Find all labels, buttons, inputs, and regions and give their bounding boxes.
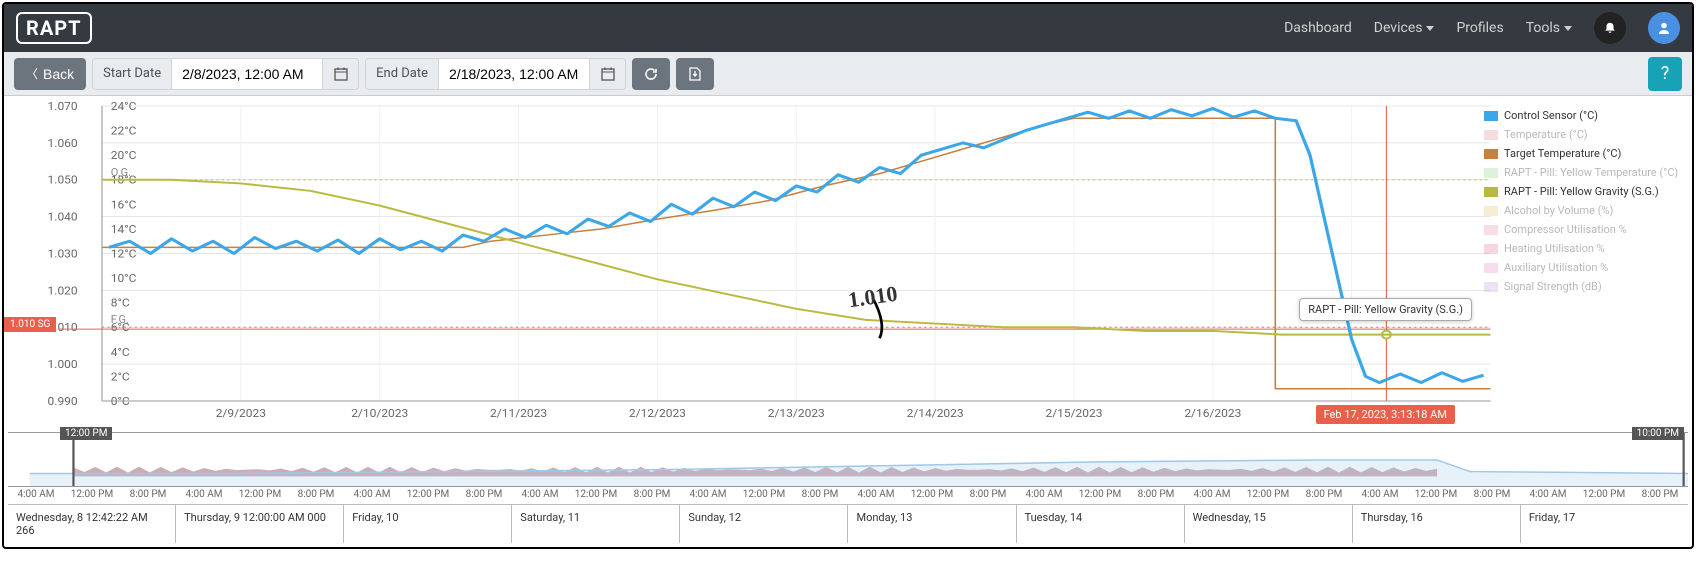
day-cell[interactable]: Wednesday, 15	[1185, 505, 1353, 543]
svg-text:14°C: 14°C	[111, 222, 137, 235]
user-icon[interactable]	[1648, 12, 1680, 44]
svg-text:2/9/2023: 2/9/2023	[216, 406, 266, 419]
export-button[interactable]	[676, 58, 714, 90]
overview-time-labels: 4:00 AM12:00 PM8:00 PM4:00 AM12:00 PM8:0…	[8, 489, 1688, 500]
legend-item[interactable]: Heating Utilisation %	[1484, 239, 1684, 258]
svg-text:2/10/2023: 2/10/2023	[351, 406, 408, 419]
og-label: O.G.	[111, 166, 131, 179]
sg-badge: 1.010 SG	[4, 317, 56, 332]
svg-text:2/15/2023: 2/15/2023	[1045, 406, 1102, 419]
legend-item[interactable]: Signal Strength (dB)	[1484, 277, 1684, 296]
svg-text:1.020: 1.020	[48, 284, 78, 297]
legend-item[interactable]: RAPT - Pill: Yellow Temperature (°C)	[1484, 163, 1684, 182]
legend-item[interactable]: Control Sensor (°C)	[1484, 106, 1684, 125]
svg-text:8°C: 8°C	[111, 296, 130, 309]
day-cell[interactable]: Wednesday, 8 12:42:22 AM 266	[8, 505, 176, 543]
bell-icon[interactable]	[1594, 12, 1626, 44]
day-cell[interactable]: Friday, 17	[1521, 505, 1688, 543]
svg-text:0.990: 0.990	[48, 394, 78, 407]
back-button[interactable]: 〈Back	[14, 58, 86, 90]
day-cell[interactable]: Tuesday, 14	[1017, 505, 1185, 543]
topnav: Dashboard Devices Profiles Tools	[1284, 12, 1680, 44]
svg-text:1.050: 1.050	[48, 173, 78, 186]
legend-item[interactable]: Alcohol by Volume (%)	[1484, 201, 1684, 220]
help-button[interactable]: ?	[1648, 57, 1682, 91]
day-row: Wednesday, 8 12:42:22 AM 266Thursday, 9 …	[8, 504, 1688, 543]
toolbar: 〈Back Start Date End Date ?	[4, 52, 1692, 96]
hover-date-tag: Feb 17, 2023, 3:13:18 AM	[1316, 405, 1455, 424]
nav-tools[interactable]: Tools	[1526, 20, 1572, 36]
nav-profiles[interactable]: Profiles	[1456, 20, 1503, 36]
svg-text:22°C: 22°C	[111, 124, 137, 137]
legend-item[interactable]: Auxiliary Utilisation %	[1484, 258, 1684, 277]
start-date-label: Start Date	[93, 59, 172, 89]
calendar-icon[interactable]	[589, 59, 625, 89]
calendar-icon[interactable]	[322, 59, 358, 89]
svg-text:1.000: 1.000	[48, 358, 78, 371]
svg-text:24°C: 24°C	[111, 99, 137, 112]
main-chart[interactable]: 0.9901.0001.0101.0201.0301.0401.0501.060…	[4, 96, 1692, 426]
svg-text:1.040: 1.040	[48, 210, 78, 223]
start-date-input[interactable]	[172, 66, 322, 82]
hover-tooltip: RAPT - Pill: Yellow Gravity (S.G.)	[1299, 298, 1472, 321]
svg-text:20°C: 20°C	[111, 149, 137, 162]
svg-text:2/11/2023: 2/11/2023	[490, 406, 547, 419]
start-date-group: Start Date	[92, 58, 359, 90]
svg-text:1.030: 1.030	[48, 247, 78, 260]
legend-item[interactable]: Target Temperature (°C)	[1484, 144, 1684, 163]
day-cell[interactable]: Saturday, 11	[512, 505, 680, 543]
topbar: RAPT Dashboard Devices Profiles Tools	[4, 4, 1692, 52]
chart-legend: Control Sensor (°C)Temperature (°C)Targe…	[1484, 106, 1684, 296]
legend-item[interactable]: Compressor Utilisation %	[1484, 220, 1684, 239]
overview-right-tag: 10:00 PM	[1632, 427, 1684, 440]
end-date-input[interactable]	[439, 66, 589, 82]
nav-dashboard[interactable]: Dashboard	[1284, 20, 1352, 36]
day-cell[interactable]: Monday, 13	[848, 505, 1016, 543]
day-cell[interactable]: Friday, 10	[344, 505, 512, 543]
refresh-button[interactable]	[632, 58, 670, 90]
svg-text:2/12/2023: 2/12/2023	[629, 406, 686, 419]
svg-text:2/13/2023: 2/13/2023	[768, 406, 825, 419]
legend-item[interactable]: Temperature (°C)	[1484, 125, 1684, 144]
svg-text:4°C: 4°C	[111, 345, 130, 358]
svg-text:1.070: 1.070	[48, 99, 78, 112]
svg-text:1.060: 1.060	[48, 136, 78, 149]
day-cell[interactable]: Thursday, 9 12:00:00 AM 000	[176, 505, 344, 543]
svg-text:12°C: 12°C	[111, 247, 137, 260]
day-cell[interactable]: Thursday, 16	[1353, 505, 1521, 543]
overview-chart[interactable]: 12:00 PM 10:00 PM	[8, 432, 1688, 487]
legend-item[interactable]: RAPT - Pill: Yellow Gravity (S.G.)	[1484, 182, 1684, 201]
svg-text:2°C: 2°C	[111, 370, 130, 383]
day-cell[interactable]: Sunday, 12	[680, 505, 848, 543]
end-date-group: End Date	[365, 58, 626, 90]
brand-logo[interactable]: RAPT	[16, 12, 92, 44]
fg-label: F.G.	[111, 313, 129, 326]
svg-text:2/14/2023: 2/14/2023	[907, 406, 964, 419]
end-date-label: End Date	[366, 59, 439, 89]
nav-devices[interactable]: Devices	[1374, 20, 1435, 36]
svg-text:16°C: 16°C	[111, 198, 137, 211]
svg-text:10°C: 10°C	[111, 272, 137, 285]
svg-text:2/16/2023: 2/16/2023	[1184, 406, 1241, 419]
overview-left-tag: 12:00 PM	[60, 427, 112, 440]
